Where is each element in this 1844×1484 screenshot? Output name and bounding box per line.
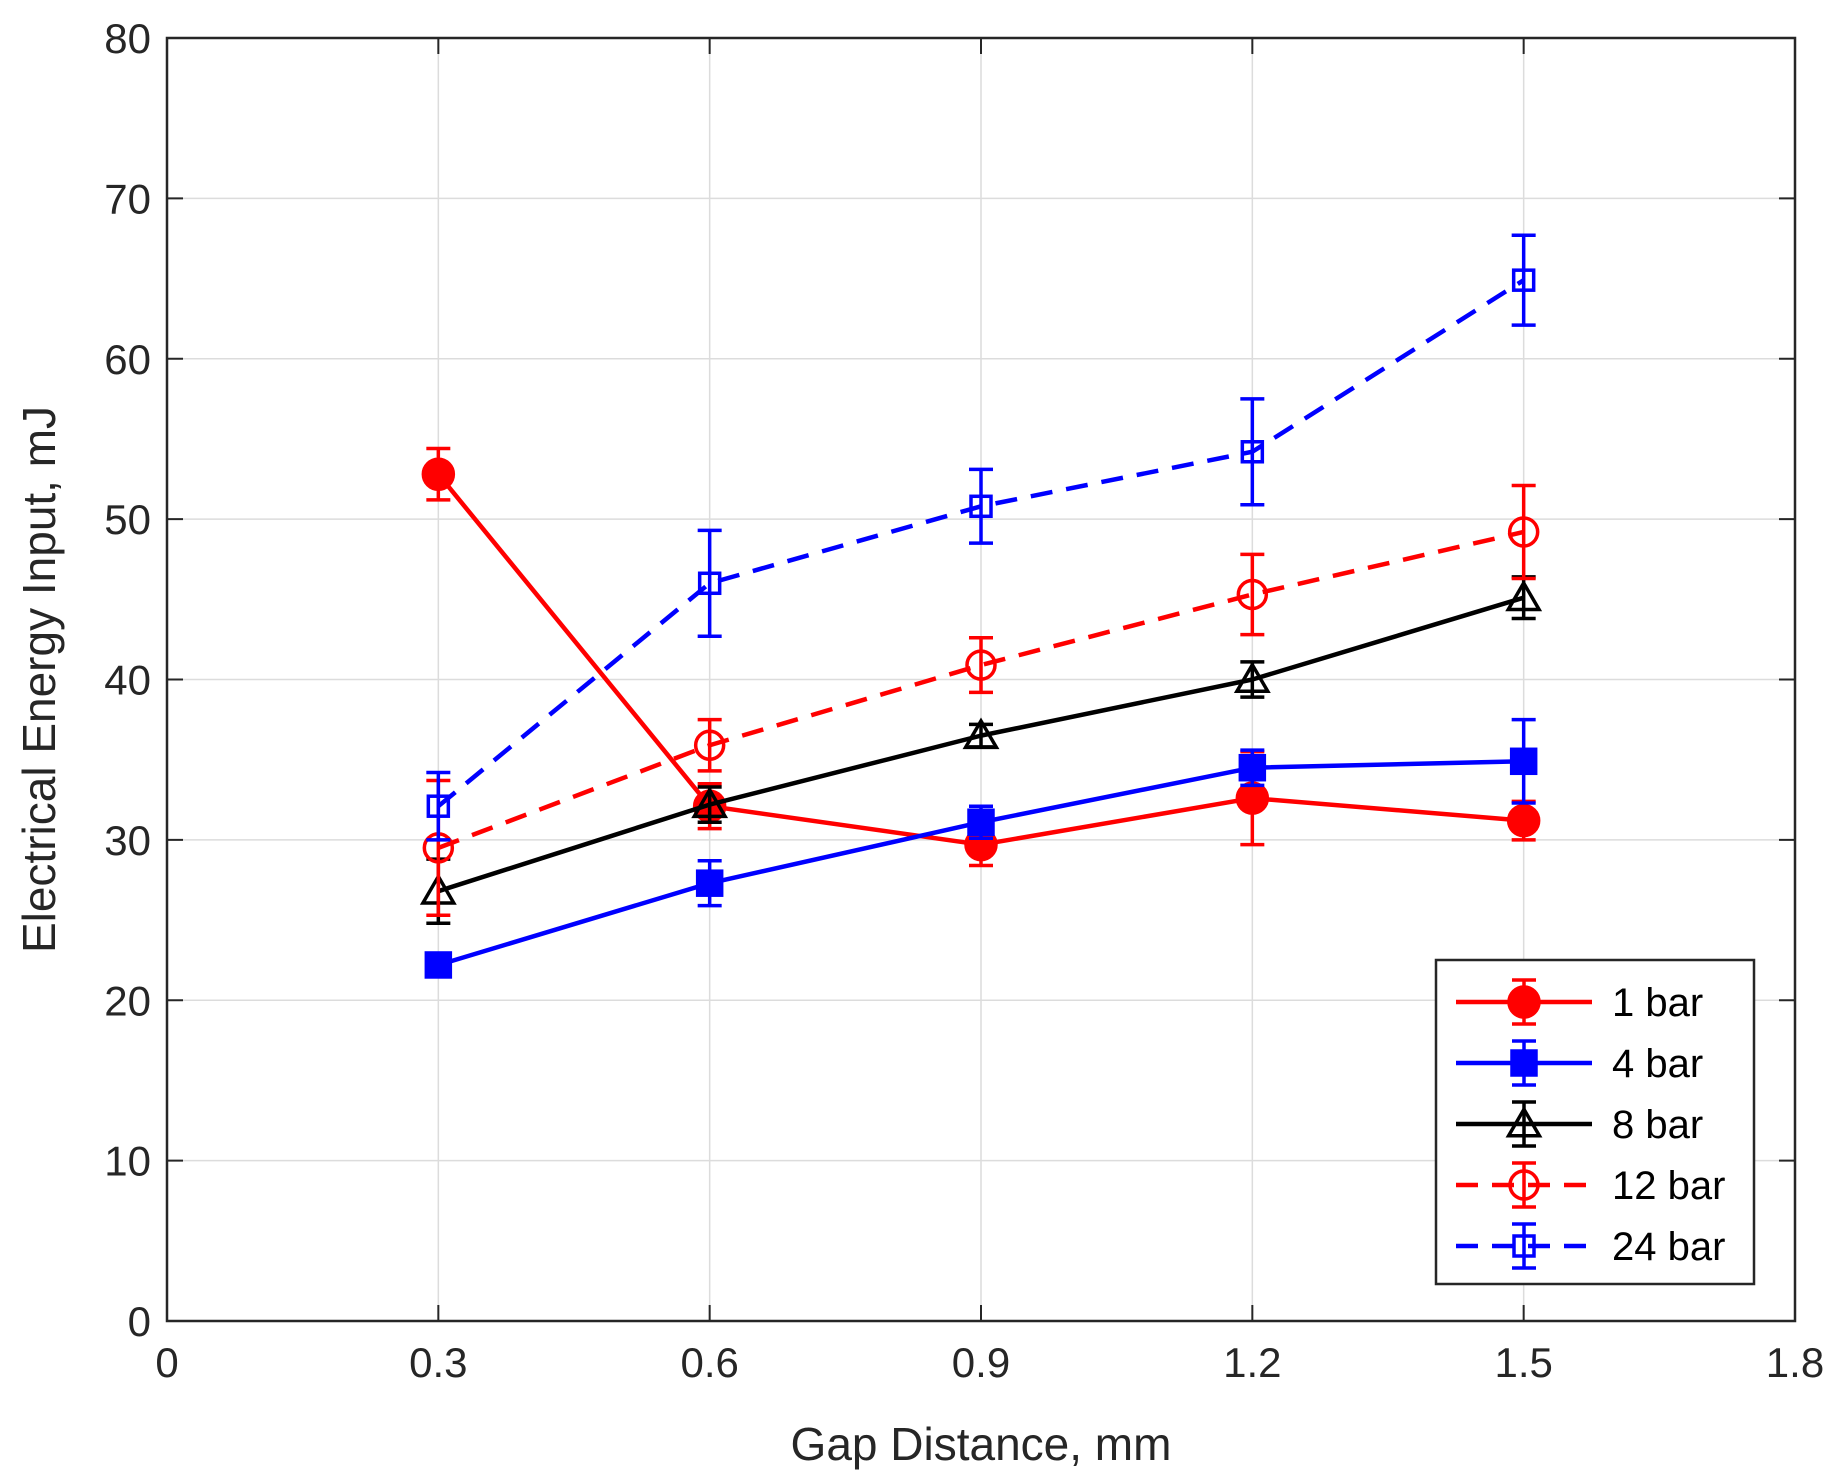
legend-marker [1507, 985, 1541, 1019]
y-tick-label: 10 [104, 1138, 151, 1185]
legend-label: 8 bar [1612, 1103, 1703, 1147]
data-point [1511, 268, 1536, 292]
x-tick-label: 0.3 [409, 1339, 467, 1386]
data-point [1507, 516, 1540, 548]
legend-entry: 8 bar [1456, 1100, 1703, 1148]
y-axis-label: Electrical Energy Input, mJ [13, 406, 65, 953]
legend-entry: 1 bar [1456, 978, 1703, 1026]
data-point [1509, 747, 1538, 776]
x-tick-label: 0.6 [680, 1339, 738, 1386]
data-point [424, 951, 453, 979]
series-4-bar [424, 717, 1538, 979]
x-tick-label: 1.8 [1766, 1339, 1824, 1386]
x-tick-label: 0.9 [952, 1339, 1010, 1386]
x-tick-label: 1.2 [1223, 1339, 1281, 1386]
legend-label: 24 bar [1612, 1225, 1725, 1269]
x-axis-label: Gap Distance, mm [791, 1418, 1172, 1470]
data-point [697, 571, 722, 596]
data-point [1505, 579, 1543, 612]
data-point [965, 649, 997, 681]
y-tick-label: 60 [104, 336, 151, 383]
legend-marker [1510, 1049, 1538, 1077]
series-line [436, 278, 1525, 808]
y-tick-label: 20 [104, 977, 151, 1024]
series-8-bar [419, 575, 1543, 926]
data-point [693, 729, 726, 762]
data-point [962, 717, 1000, 750]
data-point [695, 869, 724, 897]
y-tick-label: 50 [104, 496, 151, 543]
series-line [437, 595, 1525, 894]
series-24-bar [426, 233, 1536, 842]
legend: 1 bar 4 bar 8 bar 12 bar 24 bar [1434, 958, 1756, 1286]
legend-label: 12 bar [1612, 1164, 1725, 1208]
legend-entry: 24 bar [1456, 1222, 1725, 1270]
y-tick-label: 0 [128, 1298, 151, 1345]
y-tick-label: 70 [104, 175, 151, 222]
legend-entry: 12 bar [1456, 1161, 1725, 1209]
data-point [421, 457, 456, 491]
data-point [1240, 440, 1265, 464]
y-tick-label: 40 [104, 657, 151, 704]
data-point [426, 794, 451, 818]
series-line [437, 529, 1525, 850]
x-tick-label: 1.5 [1494, 1339, 1552, 1386]
y-tick-label: 80 [104, 15, 151, 62]
data-point [1238, 753, 1267, 782]
data-point [1506, 803, 1541, 838]
legend-marker [1512, 1234, 1536, 1258]
data-point [1235, 781, 1270, 815]
series-layer [419, 233, 1543, 979]
data-point [1236, 578, 1269, 611]
data-point [691, 786, 729, 819]
y-tick-label: 30 [104, 817, 151, 864]
legend-label: 4 bar [1612, 1042, 1703, 1086]
data-point [969, 494, 993, 519]
data-point [967, 808, 995, 836]
legend-label: 1 bar [1612, 981, 1703, 1025]
data-point [1233, 661, 1271, 694]
legend-marker [1505, 1105, 1543, 1138]
legend-entry: 4 bar [1456, 1039, 1703, 1087]
axis-ticks: 0 0.3 0.6 0.9 1.2 1.5 1.8 0 10 20 30 40 50 60 70 80 [104, 15, 1824, 1386]
x-tick-label: 0 [155, 1339, 178, 1386]
legend-marker [1508, 1169, 1540, 1201]
